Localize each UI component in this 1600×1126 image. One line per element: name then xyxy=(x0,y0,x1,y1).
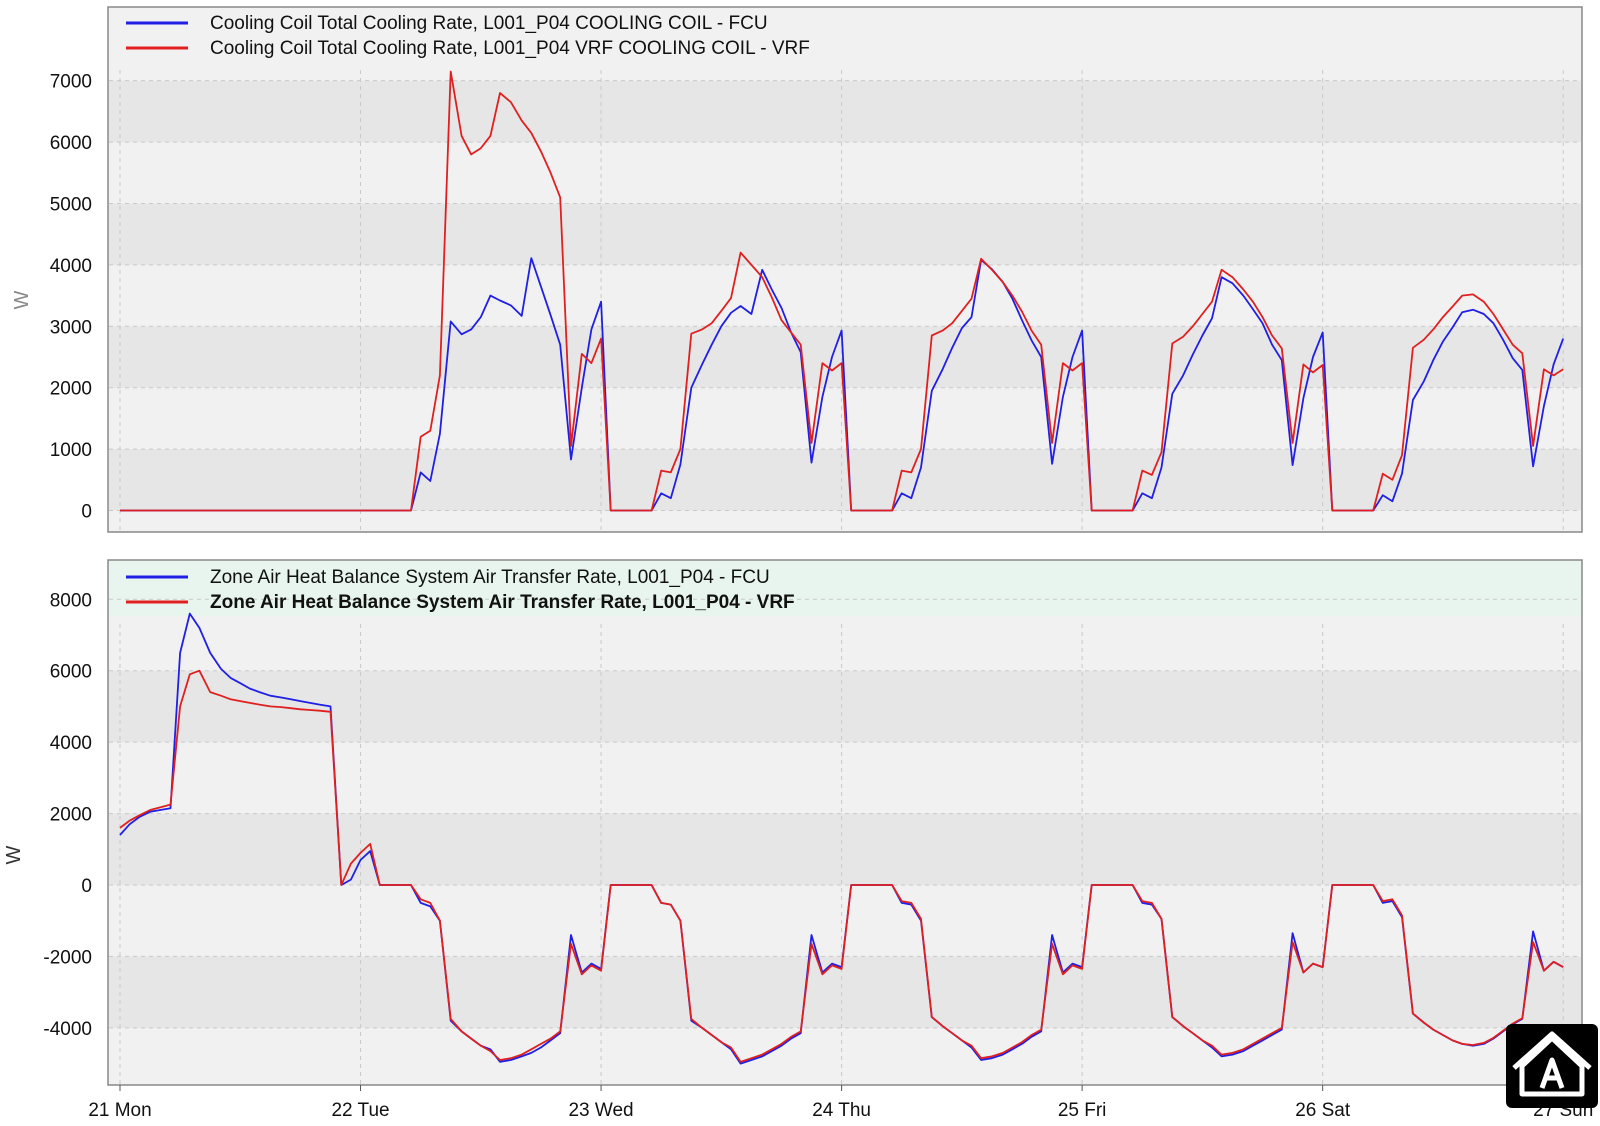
y-tick-label: 8000 xyxy=(50,590,92,611)
x-tick-label: 24 Thu xyxy=(812,1100,871,1121)
y-tick-label: 5000 xyxy=(50,194,92,215)
grid-band xyxy=(109,813,1581,885)
series-line-vrf xyxy=(119,669,1564,1063)
y-tick-label: 6000 xyxy=(50,662,92,683)
grid-band xyxy=(109,670,1581,743)
y-tick-label: 2000 xyxy=(50,379,92,400)
series-line-vrf xyxy=(120,70,1564,512)
y-tick-label: 6000 xyxy=(50,133,92,154)
x-tick-label: 21 Mon xyxy=(88,1100,151,1121)
grid-band xyxy=(109,80,1581,143)
y-tick-label: 1000 xyxy=(50,440,92,461)
y-tick-label: 4000 xyxy=(50,256,92,277)
grid-band xyxy=(109,956,1581,1028)
panel-cooling-coil: 0 1000 2000 3000 4000 5000 6000 7000 W Cooling … xyxy=(11,6,1583,533)
y-tick-label: 0 xyxy=(81,502,92,523)
x-tick-label: 23 Wed xyxy=(568,1100,633,1121)
y-tick-label: 4000 xyxy=(50,733,92,754)
grid-band xyxy=(109,203,1581,265)
cooling-legend-label-fcu: Cooling Coil Total Cooling Rate, L001_P0… xyxy=(210,13,768,34)
y-tick-label: 3000 xyxy=(50,317,92,338)
cooling-y-axis-label: W xyxy=(11,290,33,309)
zone-legend: Zone Air Heat Balance System Air Transfe… xyxy=(126,567,795,613)
zone-legend-label-fcu: Zone Air Heat Balance System Air Transfe… xyxy=(210,567,770,588)
zone-legend-label-vrf: Zone Air Heat Balance System Air Transfe… xyxy=(210,592,795,613)
y-tick-label: -4000 xyxy=(43,1019,92,1040)
zone-y-axis-label: W xyxy=(3,845,25,864)
x-tick-label: 22 Tue xyxy=(331,1100,389,1121)
x-tick-label: 26 Sat xyxy=(1295,1100,1351,1121)
y-tick-label: 2000 xyxy=(50,805,92,826)
zone-legend-highlight xyxy=(109,561,1581,616)
cooling-legend-label-vrf: Cooling Coil Total Cooling Rate, L001_P0… xyxy=(210,38,810,59)
y-tick-label: 0 xyxy=(81,876,92,897)
y-tick-label: 7000 xyxy=(50,72,92,93)
y-tick-label: -2000 xyxy=(43,947,92,968)
grid-band xyxy=(109,449,1581,511)
x-tick-label: 25 Fri xyxy=(1058,1100,1107,1121)
panel-zone-air: -4000 -2000 0 2000 4000 6000 8000 W Zone Air H… xyxy=(3,559,1593,1121)
cooling-legend: Cooling Coil Total Cooling Rate, L001_P0… xyxy=(126,13,810,59)
house-a-logo-icon xyxy=(1506,1024,1598,1108)
